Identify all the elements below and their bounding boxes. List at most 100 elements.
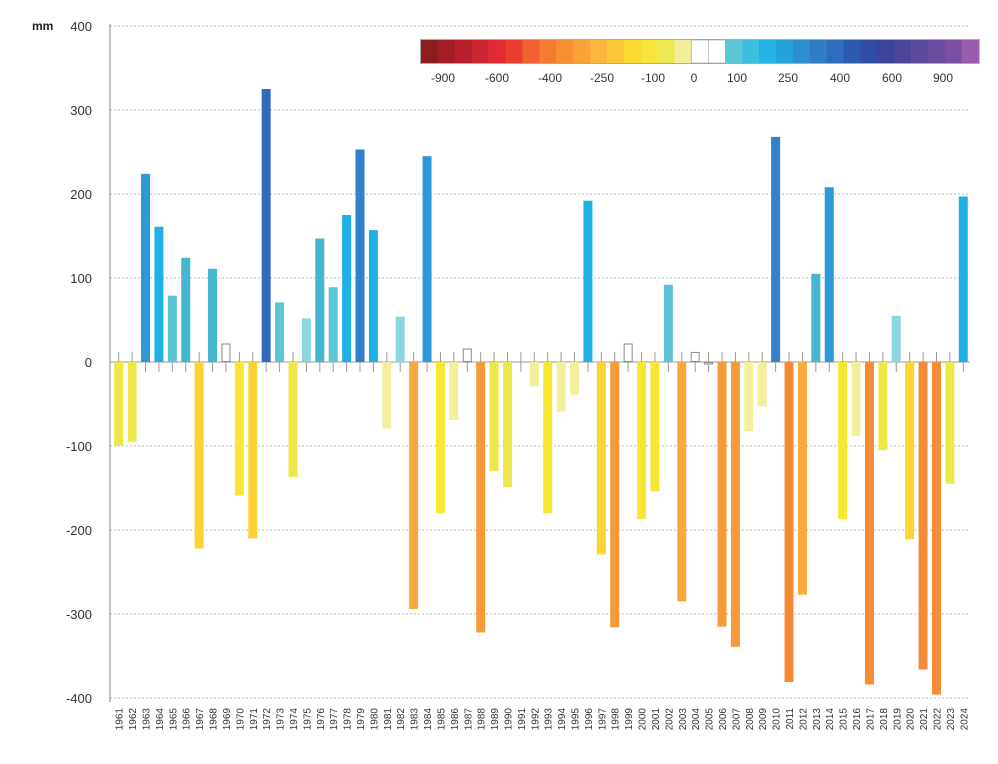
bar-1961 <box>114 362 124 446</box>
y-tick-label: 300 <box>70 103 92 118</box>
x-tick-label: 1961 <box>115 708 126 731</box>
x-tick-label: 2003 <box>678 708 689 731</box>
bar-1962 <box>127 362 137 442</box>
x-tick-label: 1964 <box>155 708 166 731</box>
legend-swatch <box>877 40 895 63</box>
legend-swatch <box>894 40 912 63</box>
bar-2004 <box>690 351 700 363</box>
bar-1995 <box>570 362 580 395</box>
bar-2005 <box>704 362 714 365</box>
x-tick-label: 1997 <box>597 708 608 731</box>
bar-2012 <box>797 362 807 595</box>
bar-1984 <box>422 156 432 362</box>
legend-tick-label: 100 <box>727 71 747 85</box>
legend-swatch <box>590 40 608 63</box>
legend-swatch <box>674 40 692 63</box>
y-tick-label: 400 <box>70 19 92 34</box>
bar-2006 <box>717 362 727 627</box>
y-axis: 400 300 200 100 0 -100 -200 -300 -400 <box>66 19 111 706</box>
bar-2020 <box>905 362 915 540</box>
bar-1993 <box>543 362 553 514</box>
legend-swatch <box>725 40 743 63</box>
legend-tick-label: 400 <box>830 71 850 85</box>
legend-tick-label: -900 <box>431 71 455 85</box>
bar-2016 <box>851 362 861 436</box>
x-tick-label: 2004 <box>691 708 702 731</box>
x-tick-label: 1979 <box>356 708 367 731</box>
bar-1994 <box>556 362 566 412</box>
x-tick-label: 1999 <box>624 708 635 731</box>
y-tick-label: 100 <box>70 271 92 286</box>
x-tick-label: 1972 <box>262 708 273 731</box>
legend-swatch <box>623 40 641 63</box>
x-tick-label: 2012 <box>798 708 809 731</box>
bar-2022 <box>931 362 941 695</box>
legend-swatch <box>928 40 946 63</box>
x-tick-label: 1965 <box>168 708 179 731</box>
legend-tick-label: 250 <box>778 71 798 85</box>
legend-swatch <box>826 40 844 63</box>
y-tick-label: 200 <box>70 187 92 202</box>
bar-1987 <box>462 348 472 362</box>
bar-1989 <box>489 362 499 472</box>
bar-2017 <box>864 362 874 685</box>
x-tick-label: 2024 <box>959 708 970 731</box>
bar-2003 <box>677 362 687 602</box>
x-tick-label: 2021 <box>919 708 930 731</box>
bar-1981 <box>382 362 392 429</box>
x-tick-label: 2019 <box>892 708 903 731</box>
bar-1965 <box>167 295 177 362</box>
bar-1982 <box>395 316 405 362</box>
x-tick-label: 1973 <box>276 708 287 731</box>
legend-swatch <box>792 40 810 63</box>
bar-1980 <box>368 230 378 362</box>
x-tick-label: 2001 <box>651 708 662 731</box>
bar-1997 <box>596 362 606 555</box>
y-tick-label: -100 <box>66 439 92 454</box>
legend-tick-label: -400 <box>538 71 562 85</box>
color-scale-legend: -900 -600 -400 -250 -100 0 100 250 400 600 900 <box>420 39 980 85</box>
legend-tick-label: -250 <box>590 71 614 85</box>
bar-1978 <box>342 215 352 362</box>
bars <box>114 89 968 695</box>
x-tick-label: 2002 <box>664 708 675 731</box>
legend-swatch <box>454 40 472 63</box>
x-tick-label: 2017 <box>865 708 876 731</box>
bar-1999 <box>623 343 633 362</box>
x-tick-label: 1971 <box>249 708 260 731</box>
bar-1992 <box>529 362 539 387</box>
bar-2014 <box>824 187 834 362</box>
legend-swatch <box>488 40 506 63</box>
x-tick-label: 1981 <box>383 708 394 731</box>
x-tick-label: 1993 <box>544 708 555 731</box>
bar-2013 <box>811 273 821 362</box>
legend-swatch <box>843 40 861 63</box>
bar-2000 <box>637 362 647 520</box>
x-tick-label: 2010 <box>772 708 783 731</box>
x-tick-label: 1969 <box>222 708 233 731</box>
x-tick-label: 2008 <box>745 708 756 731</box>
x-tick-label: 1988 <box>477 708 488 731</box>
legend-frame <box>420 39 980 64</box>
legend-swatch <box>539 40 557 63</box>
bar-2019 <box>891 315 901 362</box>
bar-1996 <box>583 200 593 362</box>
bar-1983 <box>409 362 419 609</box>
x-tick-label: 2014 <box>825 708 836 731</box>
x-tick-labels: 1961 1962 1963 1964 1965 1966 1967 1968 1969 1970… <box>115 708 971 731</box>
x-tick-label: 1968 <box>209 708 220 731</box>
x-tick-label: 2020 <box>906 708 917 731</box>
x-tick-label: 1985 <box>436 708 447 731</box>
x-tick-label: 1989 <box>490 708 501 731</box>
legend-swatch <box>573 40 591 63</box>
bar-1966 <box>181 257 191 362</box>
legend-swatch <box>640 40 658 63</box>
bar-1990 <box>502 362 512 488</box>
y-unit-label: mm <box>32 19 53 33</box>
bar-2002 <box>663 284 673 362</box>
bar-1967 <box>194 362 204 549</box>
x-tick-label: 1978 <box>343 708 354 731</box>
x-tick-label: 1984 <box>423 708 434 731</box>
legend-swatch <box>944 40 963 63</box>
